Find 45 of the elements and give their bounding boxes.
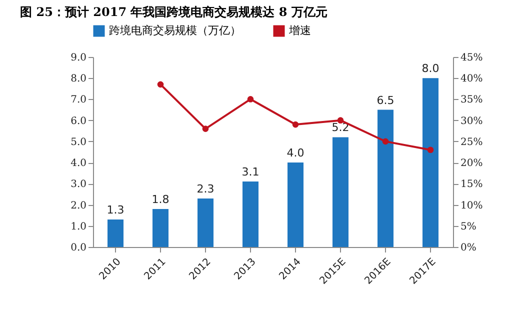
y-tick-label: 2.0: [70, 200, 86, 212]
bar: [332, 137, 348, 247]
bar: [152, 209, 168, 247]
data-label: 1.8: [152, 193, 170, 206]
bar: [242, 182, 258, 247]
y2-tick-label: 25%: [460, 136, 483, 148]
y2-tick-label: 45%: [460, 52, 483, 64]
y-tick-label: 3.0: [70, 179, 86, 190]
y-tick-label: 5.0: [70, 136, 86, 148]
point: [382, 138, 389, 145]
y-tick-label: 1.0: [70, 221, 86, 232]
chart-title: 图 25：预计 2017 年我国跨境电商交易规模达 8 万亿元: [20, 5, 328, 19]
y-tick-label: 9.0: [70, 52, 86, 64]
y-tick-label: 4.0: [70, 158, 86, 170]
data-label: 8.0: [422, 62, 440, 76]
y-tick-label: 7.0: [70, 94, 86, 106]
bar: [198, 198, 214, 247]
legend-label: 跨境电商交易规模（万亿）: [109, 24, 241, 37]
bar: [422, 78, 438, 247]
bar: [288, 162, 304, 247]
y-tick-label: 0.0: [70, 242, 86, 254]
point: [427, 146, 434, 154]
data-label: 2.3: [196, 182, 214, 196]
y2-tick-label: 30%: [460, 116, 483, 127]
y2-tick-label: 5%: [460, 221, 476, 232]
y2-tick-label: 10%: [460, 200, 483, 212]
legend-label: 增速: [288, 24, 311, 37]
bar: [108, 220, 124, 247]
bar: [378, 110, 394, 247]
y2-tick-label: 20%: [460, 158, 483, 170]
y-tick-label: 8.0: [70, 74, 86, 85]
data-label: 3.1: [242, 166, 260, 179]
y2-tick-label: 15%: [460, 179, 483, 190]
point: [202, 126, 209, 132]
data-label: 4.0: [286, 146, 304, 160]
data-label: 1.3: [106, 204, 124, 217]
data-label: 6.5: [376, 94, 394, 107]
y-tick-label: 6.0: [70, 116, 86, 127]
y2-tick-label: 35%: [460, 94, 483, 106]
point: [247, 96, 254, 102]
point: [292, 121, 299, 128]
point: [157, 81, 164, 88]
y2-tick-label: 40%: [460, 74, 483, 85]
y2-tick-label: 0%: [460, 242, 476, 254]
point: [337, 117, 344, 124]
